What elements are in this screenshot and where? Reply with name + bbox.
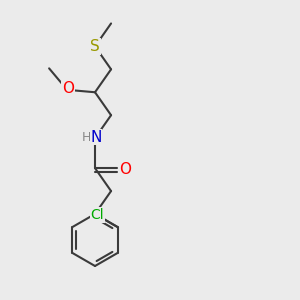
Text: H: H (81, 130, 91, 144)
Text: N: N (90, 130, 102, 145)
Text: O: O (62, 81, 74, 96)
Text: Cl: Cl (91, 208, 104, 222)
Text: O: O (119, 162, 131, 177)
Text: S: S (90, 39, 100, 54)
